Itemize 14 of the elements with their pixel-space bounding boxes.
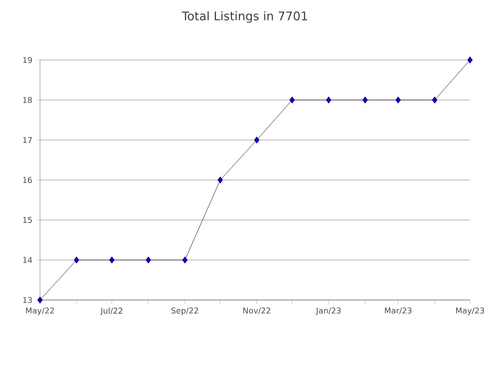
point bbox=[182, 256, 188, 264]
point bbox=[146, 256, 152, 264]
point bbox=[218, 176, 223, 184]
chart-title: Total Listings in 7701 bbox=[182, 11, 308, 23]
point bbox=[74, 256, 80, 264]
point bbox=[37, 296, 43, 304]
point bbox=[467, 56, 473, 64]
point bbox=[362, 96, 368, 104]
point bbox=[254, 136, 260, 144]
point bbox=[109, 256, 115, 264]
point bbox=[432, 96, 438, 104]
point bbox=[289, 96, 295, 104]
point bbox=[396, 96, 401, 104]
point bbox=[326, 96, 332, 104]
